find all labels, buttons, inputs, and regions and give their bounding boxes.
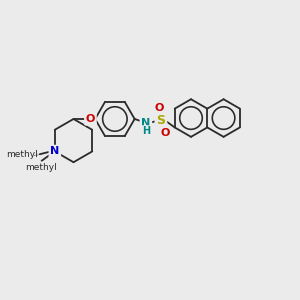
Text: H: H	[142, 126, 150, 136]
Text: methyl: methyl	[25, 163, 57, 172]
Text: methyl: methyl	[34, 154, 39, 156]
Text: O: O	[154, 103, 164, 113]
Text: S: S	[156, 114, 165, 128]
Text: methyl: methyl	[6, 150, 38, 159]
Text: O: O	[160, 128, 169, 138]
Text: N: N	[50, 146, 59, 156]
Text: O: O	[86, 114, 95, 124]
Text: N: N	[141, 118, 151, 128]
Text: methyl: methyl	[36, 154, 41, 155]
